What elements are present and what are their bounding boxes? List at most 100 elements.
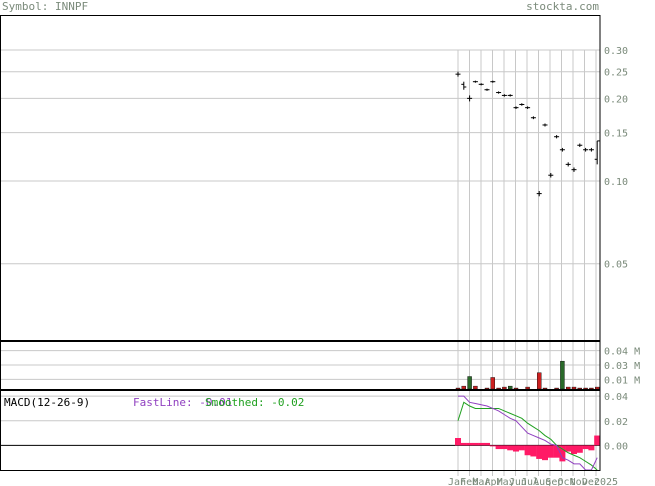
price-tick-label: 0.20 xyxy=(604,94,628,105)
macd-histogram-bar xyxy=(455,438,461,446)
macd-tick-label: 0.04 xyxy=(604,392,628,403)
price-bar xyxy=(519,103,525,106)
volume-bar xyxy=(577,387,582,390)
month-tick-label: Nov xyxy=(570,477,588,486)
month-tick-label: Dec xyxy=(582,477,600,486)
macd-histogram-bar xyxy=(588,445,595,451)
macd-histogram-bar xyxy=(489,445,496,447)
volume-frame xyxy=(0,341,601,390)
macd-histogram-bar xyxy=(582,445,589,450)
volume-bar xyxy=(513,387,519,390)
month-tick-label: Mar xyxy=(472,477,490,486)
macd-histogram-bar xyxy=(594,435,601,446)
site-label[interactable]: stockta.com xyxy=(526,0,599,13)
month-tick-label: Jan xyxy=(448,477,466,486)
grid-layer xyxy=(0,49,600,476)
smoothed-line xyxy=(457,401,598,471)
price-frame xyxy=(0,15,601,341)
volume-bar xyxy=(490,377,495,390)
volume-bar xyxy=(537,372,542,390)
symbol-label: Symbol: INNPF xyxy=(2,0,89,13)
price-bar xyxy=(513,106,519,109)
volume-bar xyxy=(583,387,588,390)
axis-labels: 0.30 0.25 0.20 0.15 0.10 0.05 0.04 M 0.03 M 0.01… xyxy=(448,46,640,486)
price-tick-label: 0.10 xyxy=(604,177,628,188)
month-tick-label: Jul xyxy=(521,477,539,486)
macd-histogram-bar xyxy=(524,445,531,456)
fastline-line xyxy=(458,395,598,471)
volume-bar xyxy=(542,387,548,390)
macd-histogram-bar xyxy=(530,445,537,457)
macd-histogram-bar xyxy=(559,445,566,462)
macd-histogram-bar xyxy=(553,445,560,458)
month-tick-label: Sep xyxy=(545,477,563,486)
price-bar xyxy=(577,143,583,148)
macd-histogram-bar xyxy=(542,445,548,461)
volume-bar xyxy=(571,386,577,390)
macd-histogram-bar xyxy=(518,445,525,451)
volume-tick-label: 0.01 M xyxy=(604,375,640,386)
price-bar xyxy=(461,81,467,90)
price-tick-label: 0.25 xyxy=(604,68,628,79)
price-bar xyxy=(583,147,589,152)
volume-bar xyxy=(566,386,571,390)
macd-histogram-bar xyxy=(536,445,543,459)
macd-histogram-bar xyxy=(460,442,467,446)
macd-histogram-bar xyxy=(547,445,554,458)
price-bar xyxy=(507,94,513,97)
price-bar xyxy=(490,80,496,83)
price-bar xyxy=(559,147,565,152)
price-bar xyxy=(594,140,600,165)
volume-tick-label: 0.03 M xyxy=(604,361,640,372)
price-bar xyxy=(455,71,461,77)
macd-histogram-bar xyxy=(501,445,508,450)
price-bar xyxy=(484,88,490,91)
macd-histogram-bar xyxy=(495,445,502,450)
volume-bar xyxy=(484,387,490,390)
price-bar xyxy=(478,83,484,86)
month-tick-label: Oct xyxy=(558,477,576,486)
price-bar xyxy=(467,95,473,102)
price-tick-label: 0.05 xyxy=(604,260,628,271)
macd-frame xyxy=(0,390,601,471)
price-bar xyxy=(571,167,577,172)
price-bar xyxy=(548,172,554,178)
price-bar xyxy=(565,162,571,167)
smoothed-label: Smoothed: -0.02 xyxy=(205,396,304,409)
macd-histogram-bar xyxy=(507,445,514,451)
macd-panel: MACD(12-26-9) FastLine: -0.01 Smoothed: … xyxy=(4,395,601,471)
volume-bar xyxy=(589,387,594,390)
macd-histogram-bar xyxy=(571,445,577,454)
volume-bar xyxy=(554,387,559,390)
price-bar xyxy=(542,123,548,127)
price-bar xyxy=(501,94,507,97)
volume-bar xyxy=(455,387,461,390)
price-bar xyxy=(530,116,536,120)
macd-histogram-bar xyxy=(576,445,583,453)
month-tick-label: Feb xyxy=(460,477,478,486)
price-bar xyxy=(472,80,478,83)
macd-histogram-bar xyxy=(484,442,490,446)
month-tick-label: May xyxy=(497,477,515,486)
macd-histogram-bar xyxy=(466,442,473,446)
price-bar xyxy=(588,147,594,152)
macd-tick-label: 0.02 xyxy=(604,417,628,428)
volume-bar xyxy=(473,385,478,390)
volume-bar xyxy=(502,386,507,390)
volume-bar xyxy=(560,360,565,390)
price-bar xyxy=(536,190,542,197)
macd-histogram-bar xyxy=(513,445,519,452)
macd-histogram-bar xyxy=(478,442,485,446)
price-tick-label: 0.15 xyxy=(604,129,628,140)
macd-histogram-bar xyxy=(565,445,572,452)
month-tick-label: Aug xyxy=(533,477,551,486)
month-tick-label: Jun xyxy=(509,477,527,486)
volume-bar xyxy=(467,376,472,390)
volume-bar xyxy=(595,386,600,390)
macd-tick-label: 0.00 xyxy=(604,441,628,452)
month-tick-label: Apr xyxy=(485,477,503,486)
price-panel xyxy=(455,71,600,197)
price-bar xyxy=(525,106,531,109)
price-bar xyxy=(496,91,502,94)
month-tick-label: 2025 xyxy=(594,477,618,486)
